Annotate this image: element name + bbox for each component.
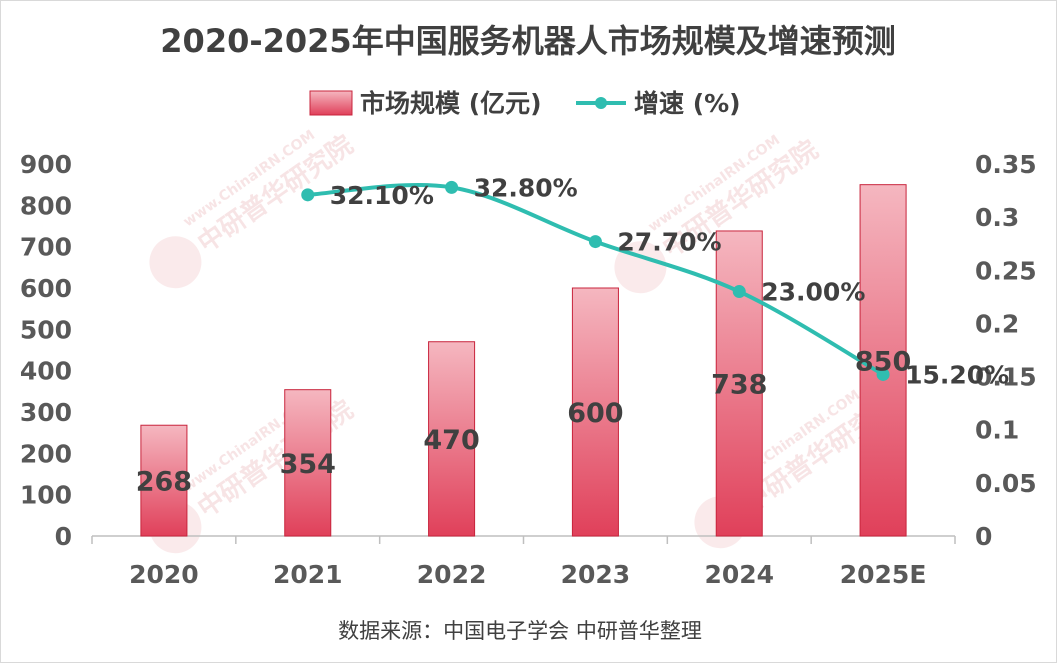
legend-bar-label: 市场规模 (亿元): [360, 89, 542, 118]
x-tick-label: 2020: [129, 560, 199, 589]
growth-point: [445, 180, 459, 194]
bar: [571, 287, 619, 537]
y-left-tick-label: 400: [20, 357, 72, 386]
chart-title: 2020-2025年中国服务机器人市场规模及增速预测: [160, 22, 895, 60]
y-left-tick-label: 200: [20, 439, 72, 468]
y-right-tick-label: 0: [975, 522, 992, 551]
growth-value-label: 23.00%: [761, 278, 865, 307]
source-note: 数据来源：中国电子学会 中研普华整理: [338, 619, 702, 643]
growth-point: [732, 285, 746, 299]
y-left-tick-label: 600: [20, 274, 72, 303]
legend-line-marker: [595, 97, 607, 109]
y-left-tick-label: 500: [20, 315, 72, 344]
y-right-tick-label: 0.25: [975, 256, 1037, 285]
legend-line-label: 增速 (%): [634, 89, 741, 118]
bar-value-label: 600: [567, 398, 623, 429]
bar-value-label: 738: [711, 369, 767, 400]
growth-point: [876, 367, 890, 381]
growth-value-label: 15.20%: [905, 360, 1009, 389]
x-tick-label: 2024: [704, 560, 774, 589]
x-tick-label: 2021: [273, 560, 343, 589]
y-right-tick-label: 0.1: [975, 416, 1019, 445]
bar-value-label: 470: [423, 425, 479, 456]
x-tick-label: 2025E: [840, 560, 927, 589]
y-left-tick-label: 300: [20, 398, 72, 427]
bar: [284, 389, 332, 537]
y-right-tick-label: 0.15: [975, 363, 1037, 392]
bar: [715, 230, 763, 537]
y-right-tick-label: 0.05: [975, 469, 1037, 498]
y-left-tick-label: 800: [20, 191, 72, 220]
bar: [428, 341, 476, 537]
x-tick-label: 2022: [417, 560, 487, 589]
x-tick-label: 2023: [561, 560, 631, 589]
growth-value-label: 32.10%: [330, 181, 434, 210]
growth-value-label: 32.80%: [474, 173, 578, 202]
y-right-tick-label: 0.35: [975, 150, 1037, 179]
axes: 2020 2021 2022 2023 2024 2025E 0 100 200 300 400 50…: [20, 150, 1037, 589]
watermark: 中研普华研究院 www.ChinaIRN.COM: [614, 132, 824, 294]
y-left-tick-label: 100: [20, 481, 72, 510]
bar-series: [140, 184, 907, 537]
bar-value-label: 850: [855, 346, 911, 377]
y-right-tick-label: 0.3: [975, 203, 1019, 232]
y-left-tick-label: 0: [55, 522, 72, 551]
growth-value-label: 27.70%: [617, 228, 721, 257]
legend-bar-swatch: [309, 90, 353, 116]
y-left-tick-label: 700: [20, 233, 72, 262]
growth-point: [588, 235, 602, 249]
line-series: [301, 180, 890, 381]
legend: 市场规模 (亿元) 增速 (%): [309, 89, 741, 118]
y-right-tick-label: 0.2: [975, 309, 1019, 338]
bar-value-label: 268: [136, 467, 192, 498]
y-left-tick-label: 900: [20, 150, 72, 179]
bar-value-label: 354: [280, 449, 336, 480]
growth-point: [301, 188, 315, 202]
bar: [140, 424, 188, 537]
data-labels: 268 354 470 600 738 850 32.10% 32.80% 27.70% 23.0…: [136, 173, 1009, 497]
bar: [859, 184, 907, 537]
